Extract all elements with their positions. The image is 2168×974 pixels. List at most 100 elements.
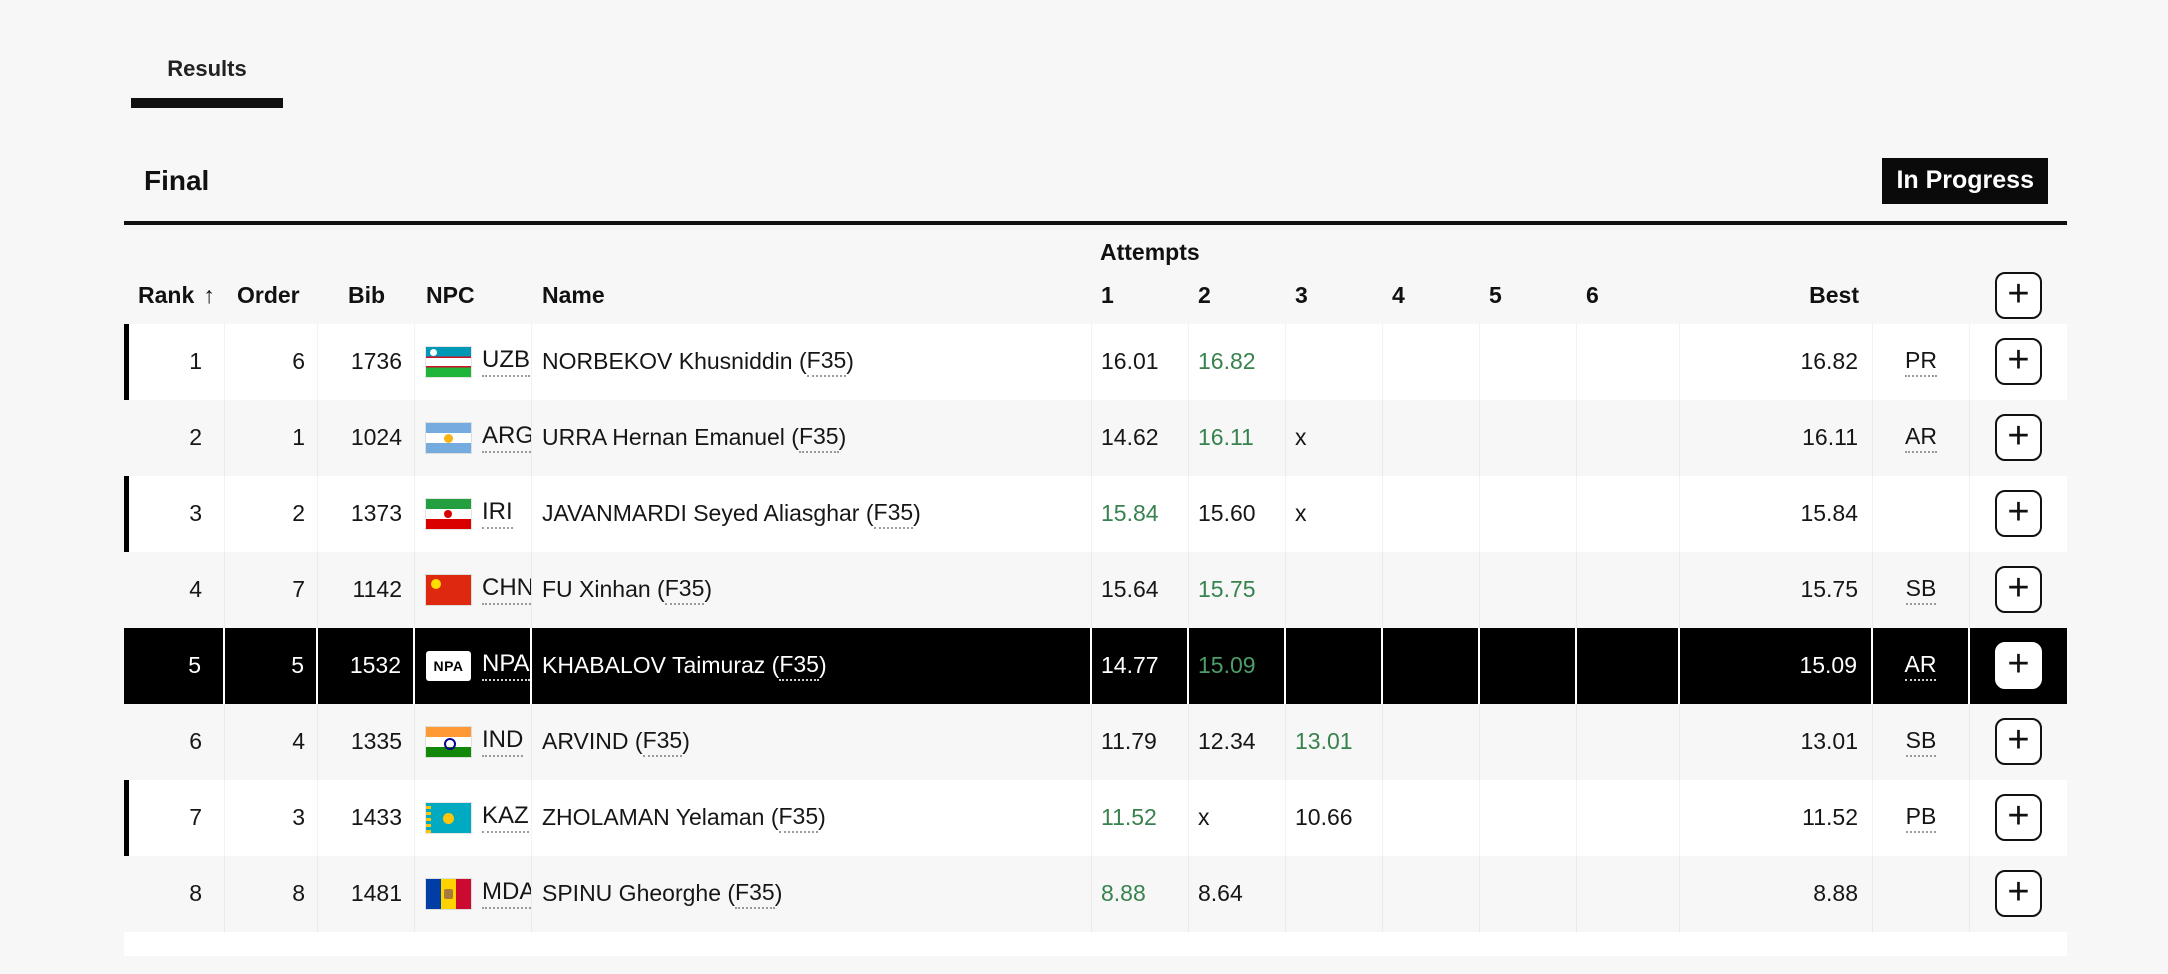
- tab-results-label: Results: [167, 56, 247, 81]
- attempt-3-cell: x: [1286, 399, 1383, 476]
- order-cell: 4: [225, 703, 318, 780]
- attempt-value: 16.82: [1198, 348, 1256, 374]
- npc-cell: ARG: [415, 399, 532, 476]
- attempt-5-cell: [1480, 551, 1577, 628]
- sport-class-abbr: F35: [735, 879, 775, 909]
- rank-cell: 1: [124, 323, 225, 400]
- table-row[interactable]: 2 1 1024 ARG URRA Hernan Emanuel (F35) 1…: [124, 399, 2067, 476]
- order-cell: 3: [225, 779, 318, 856]
- attempt-4-cell: [1383, 779, 1480, 856]
- attempt-1-cell: 15.84: [1092, 475, 1189, 552]
- attempt-6-cell: [1577, 627, 1680, 704]
- attempt-value: x: [1295, 500, 1307, 526]
- attempt-value: 15.60: [1198, 500, 1256, 526]
- rank-cell: 6: [124, 703, 225, 780]
- name-cell: SPINU Gheorghe (F35): [532, 855, 1092, 932]
- table-row[interactable]: 8 8 1481 MDA SPINU Gheorghe (F35) 8.88 8…: [124, 855, 2067, 932]
- bib-cell: 1373: [318, 475, 415, 552]
- npc-code: IND: [482, 726, 524, 757]
- npc-code: NPA: [482, 650, 530, 681]
- class-paren-close: ): [818, 652, 827, 678]
- country-flag-icon: [426, 422, 471, 453]
- plus-icon: +: [2007, 870, 2030, 913]
- col-header-rank[interactable]: Rank ↑: [124, 282, 225, 309]
- attempt-4-cell: [1383, 551, 1480, 628]
- table-row[interactable]: 4 7 1142 CHN FU Xinhan (F35) 15.64 15.75…: [124, 551, 2067, 628]
- tab-results[interactable]: Results: [131, 56, 283, 108]
- attempt-6-cell: [1577, 475, 1680, 552]
- attempt-value: 14.62: [1101, 424, 1159, 450]
- col-header-attempt-5: 5: [1489, 282, 1502, 308]
- npc-cell: MDA: [415, 855, 532, 932]
- expand-row-button[interactable]: +: [1995, 566, 2042, 613]
- expand-row-button[interactable]: +: [1995, 338, 2042, 385]
- best-cell: 15.84: [1680, 475, 1873, 552]
- table-row[interactable]: 3 2 1373 IRI JAVANMARDI Seyed Aliasghar …: [124, 475, 2067, 552]
- attempt-3-cell: [1286, 551, 1383, 628]
- npc-cell: IND: [415, 703, 532, 780]
- plus-icon: +: [2007, 414, 2030, 457]
- expand-all-button[interactable]: +: [1995, 272, 2042, 319]
- attempt-3-cell: [1286, 323, 1383, 400]
- athlete-name: SPINU Gheorghe: [542, 880, 721, 906]
- table-row[interactable]: 1 6 1736 UZB NORBEKOV Khusniddin (F35) 1…: [124, 323, 2067, 400]
- tab-active-underline: [131, 98, 283, 108]
- order-cell: 2: [225, 475, 318, 552]
- best-cell: 8.88: [1680, 855, 1873, 932]
- attempt-1-cell: 11.79: [1092, 703, 1189, 780]
- order-cell: 8: [225, 855, 318, 932]
- class-paren-close: ): [704, 576, 713, 602]
- attempt-5-cell: [1480, 703, 1577, 780]
- plus-icon: +: [2007, 566, 2030, 609]
- record-cell: SB: [1873, 551, 1970, 628]
- record-badge: SB: [1905, 575, 1937, 605]
- table-row[interactable]: 7 3 1433 KAZ ZHOLAMAN Yelaman (F35) 11.5…: [124, 779, 2067, 856]
- plus-icon: +: [2007, 490, 2030, 533]
- attempt-4-cell: [1383, 475, 1480, 552]
- npc-code: ARG: [482, 422, 531, 453]
- class-paren-open: (: [859, 500, 874, 526]
- bib-cell: 1481: [318, 855, 415, 932]
- col-header-attempt-1: 1: [1101, 282, 1114, 308]
- class-paren-open: (: [784, 424, 799, 450]
- npc-cell: KAZ: [415, 779, 532, 856]
- expand-row-button[interactable]: +: [1995, 718, 2042, 765]
- country-flag-icon: [426, 574, 471, 605]
- expand-cell: +: [1970, 400, 2067, 476]
- sport-class-abbr: F35: [664, 575, 705, 605]
- record-cell: [1873, 855, 1970, 932]
- order-cell: 1: [225, 399, 318, 476]
- country-flag-icon: NPA: [426, 650, 471, 681]
- rank-cell: 8: [124, 855, 225, 932]
- col-header-plus-cell: +: [1970, 272, 2067, 319]
- record-badge: PB: [1905, 803, 1937, 833]
- class-paren-close: ): [838, 424, 847, 450]
- order-cell: 7: [225, 551, 318, 628]
- col-header-best: Best: [1809, 282, 1859, 308]
- attempt-value: 15.64: [1101, 576, 1159, 602]
- attempt-value: x: [1295, 424, 1307, 450]
- attempt-6-cell: [1577, 323, 1680, 400]
- attempt-6-cell: [1577, 855, 1680, 932]
- results-table: Attempts Rank ↑ Order Bib NPC Name 1 2 3…: [124, 220, 2067, 956]
- name-cell: JAVANMARDI Seyed Aliasghar (F35): [532, 475, 1092, 552]
- expand-row-button[interactable]: +: [1995, 414, 2042, 461]
- athlete-name: ZHOLAMAN Yelaman: [542, 804, 765, 830]
- expand-row-button[interactable]: +: [1995, 642, 2042, 689]
- npc-code: UZB: [482, 346, 530, 377]
- npc-cell: IRI: [415, 475, 532, 552]
- attempt-1-cell: 8.88: [1092, 855, 1189, 932]
- expand-row-button[interactable]: +: [1995, 794, 2042, 841]
- attempt-value: 11.79: [1101, 728, 1157, 754]
- attempt-4-cell: [1383, 703, 1480, 780]
- table-row[interactable]: 5 5 1532 NPA NPA KHABALOV Taimuraz (F35)…: [124, 627, 2067, 704]
- attempt-6-cell: [1577, 703, 1680, 780]
- expand-row-button[interactable]: +: [1995, 870, 2042, 917]
- attempt-3-cell: [1286, 855, 1383, 932]
- expand-row-button[interactable]: +: [1995, 490, 2042, 537]
- attempt-value: 8.88: [1101, 880, 1146, 906]
- attempt-1-cell: 11.52: [1092, 779, 1189, 856]
- table-row[interactable]: 6 4 1335 IND ARVIND (F35) 11.79 12.34 13…: [124, 703, 2067, 780]
- bib-cell: 1142: [318, 551, 415, 628]
- attempt-5-cell: [1480, 855, 1577, 932]
